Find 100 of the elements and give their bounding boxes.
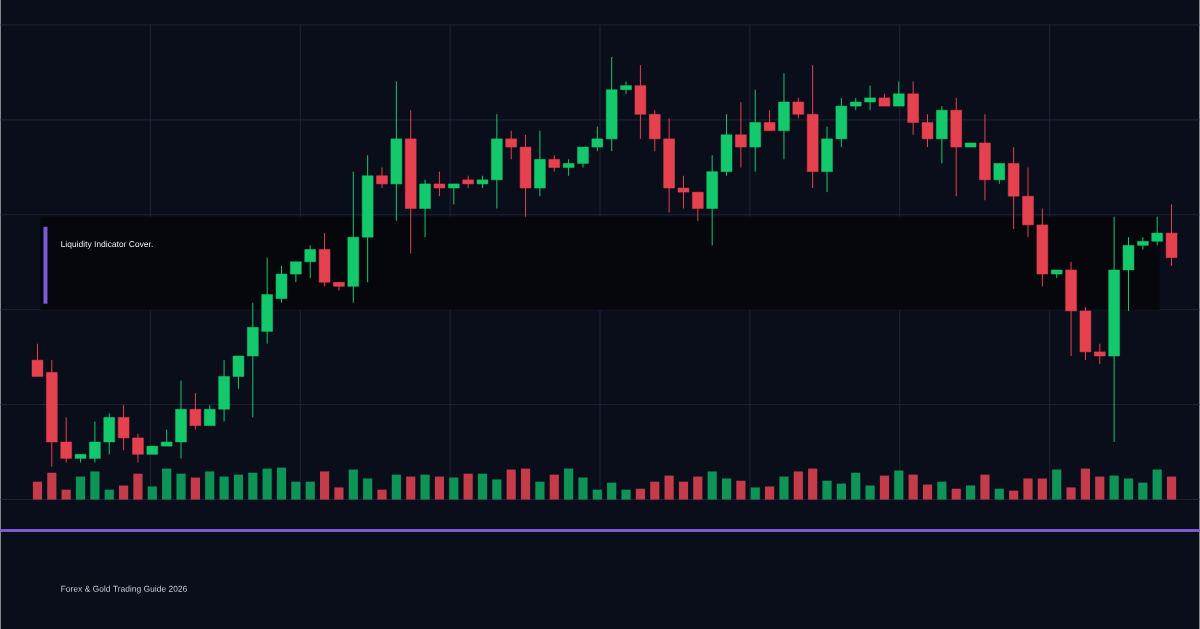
bar: [219, 476, 229, 500]
bar: [391, 474, 401, 500]
bar: [922, 484, 933, 500]
candlestick: [290, 261, 302, 283]
bar: [262, 468, 272, 500]
candlestick: [232, 355, 245, 390]
candlestick: [462, 175, 474, 189]
bar: [721, 478, 732, 500]
bar: [463, 473, 473, 500]
bar: [492, 479, 502, 500]
bar: [808, 468, 818, 500]
bar: [506, 469, 516, 500]
bar: [564, 468, 574, 500]
bar: [75, 476, 86, 500]
candlestick: [117, 404, 130, 451]
bar: [750, 487, 760, 500]
bar: [248, 472, 258, 500]
candlestick: [735, 101, 747, 168]
bar: [865, 485, 875, 500]
candlestick: [132, 433, 144, 463]
candlestick: [376, 166, 388, 189]
bar: [836, 483, 846, 500]
bar: [1052, 469, 1062, 500]
bar: [822, 480, 832, 500]
candlestick: [60, 416, 72, 463]
bar: [650, 481, 660, 500]
candlestick: [189, 392, 202, 430]
bar: [965, 485, 976, 500]
bar: [162, 468, 172, 500]
bar: [520, 468, 531, 500]
bar: [1080, 468, 1091, 500]
bar: [406, 476, 416, 500]
candlestick: [1094, 342, 1106, 365]
candlestick: [893, 80, 905, 107]
bar: [334, 487, 344, 500]
bar: [205, 471, 215, 500]
bar: [61, 489, 71, 500]
bar: [578, 477, 588, 500]
bar: [147, 486, 157, 500]
bar: [190, 477, 200, 500]
bar: [90, 471, 100, 500]
candlestick: [1151, 215, 1163, 246]
candlestick: [89, 420, 101, 463]
candlestick: [505, 129, 517, 160]
candlestick: [792, 97, 805, 119]
bar: [851, 472, 861, 500]
bar: [1123, 478, 1134, 500]
bar: [1152, 469, 1162, 500]
candlestick: [692, 191, 704, 222]
candlestick: [993, 162, 1005, 185]
bar: [693, 476, 703, 500]
bar: [1037, 478, 1047, 500]
bar: [305, 481, 315, 500]
text: Forex & Gold Trading Guide 2026: [61, 585, 187, 594]
annotation: Liquidity Indicator Cover.: [61, 240, 153, 249]
bar: [291, 481, 301, 500]
bar: [1066, 487, 1076, 500]
bar: [736, 480, 746, 500]
bar: [449, 477, 459, 500]
bar: [535, 481, 545, 500]
bar: [664, 475, 674, 500]
candlestick: [763, 109, 776, 131]
bar: [276, 467, 287, 500]
bar: [951, 488, 961, 500]
bar: [363, 478, 373, 500]
candlestick: [620, 80, 632, 95]
bar: [119, 485, 129, 500]
bar: [1109, 475, 1119, 500]
candlestick: [921, 113, 934, 148]
bar: [549, 474, 559, 500]
bar: [980, 474, 990, 500]
bar: [908, 474, 918, 500]
bar: [1095, 476, 1105, 500]
bar: [377, 489, 387, 500]
candlestick: [577, 146, 589, 168]
bar: [635, 488, 645, 500]
candlestick: [304, 244, 316, 279]
bar: [233, 474, 244, 500]
candlestick: [677, 175, 690, 209]
bar: [607, 482, 617, 500]
bar: [707, 471, 717, 500]
bar: [176, 473, 186, 500]
bar: [420, 474, 430, 500]
bar: [1166, 476, 1177, 500]
bar: [937, 481, 947, 500]
bar: [104, 489, 114, 500]
bar: [434, 476, 445, 500]
bar: [765, 486, 775, 500]
candlestick: [864, 84, 876, 111]
bar: [678, 481, 689, 500]
bar: [133, 473, 143, 500]
candlestick: [31, 342, 44, 377]
candlestick: [448, 183, 460, 205]
bar: [1009, 490, 1019, 500]
bar: [779, 476, 789, 500]
candlestick: [433, 170, 446, 197]
bar: [348, 469, 358, 500]
bar: [621, 489, 631, 500]
bar: [894, 470, 904, 500]
bar: [879, 475, 890, 500]
